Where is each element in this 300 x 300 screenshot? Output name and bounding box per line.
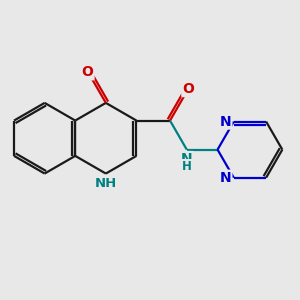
Text: NH: NH [95, 177, 117, 190]
Text: O: O [182, 82, 194, 96]
Text: O: O [82, 65, 94, 79]
Text: N: N [181, 152, 193, 166]
Text: N: N [220, 115, 231, 129]
Text: N: N [220, 171, 231, 185]
Text: H: H [182, 160, 192, 173]
